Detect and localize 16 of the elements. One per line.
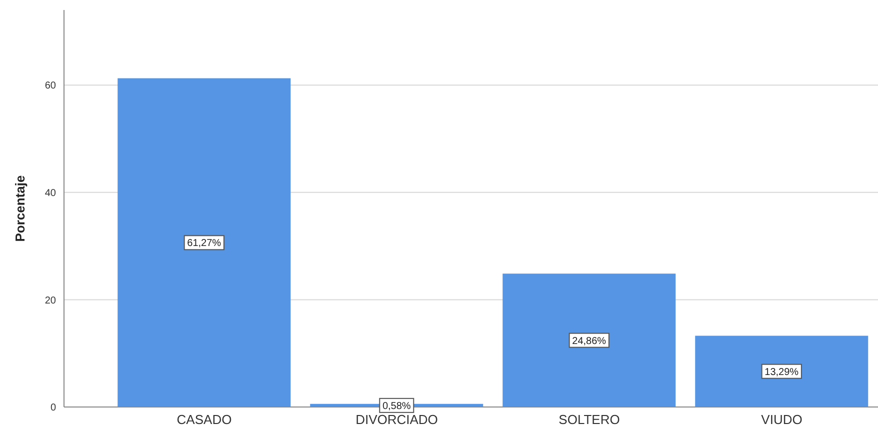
y-tick-label: 60 — [44, 80, 56, 92]
x-tick-label: VIUDO — [761, 412, 802, 428]
data-label: 0,58% — [382, 400, 411, 412]
y-tick-label: 40 — [44, 188, 56, 199]
bar — [118, 78, 291, 407]
x-tick-label: SOLTERO — [558, 412, 620, 428]
y-tick-label: 20 — [44, 295, 56, 306]
data-label: 13,29% — [764, 366, 799, 378]
y-tick-label: 0 — [50, 402, 56, 414]
x-tick-label: CASADO — [176, 412, 232, 428]
data-label: 24,86% — [572, 336, 606, 347]
y-axis-title: Porcentaje — [12, 175, 28, 242]
x-tick-label: DIVORCIADO — [356, 412, 438, 428]
data-label: 61,27% — [187, 238, 222, 250]
bar — [502, 274, 676, 407]
bar — [695, 336, 868, 407]
